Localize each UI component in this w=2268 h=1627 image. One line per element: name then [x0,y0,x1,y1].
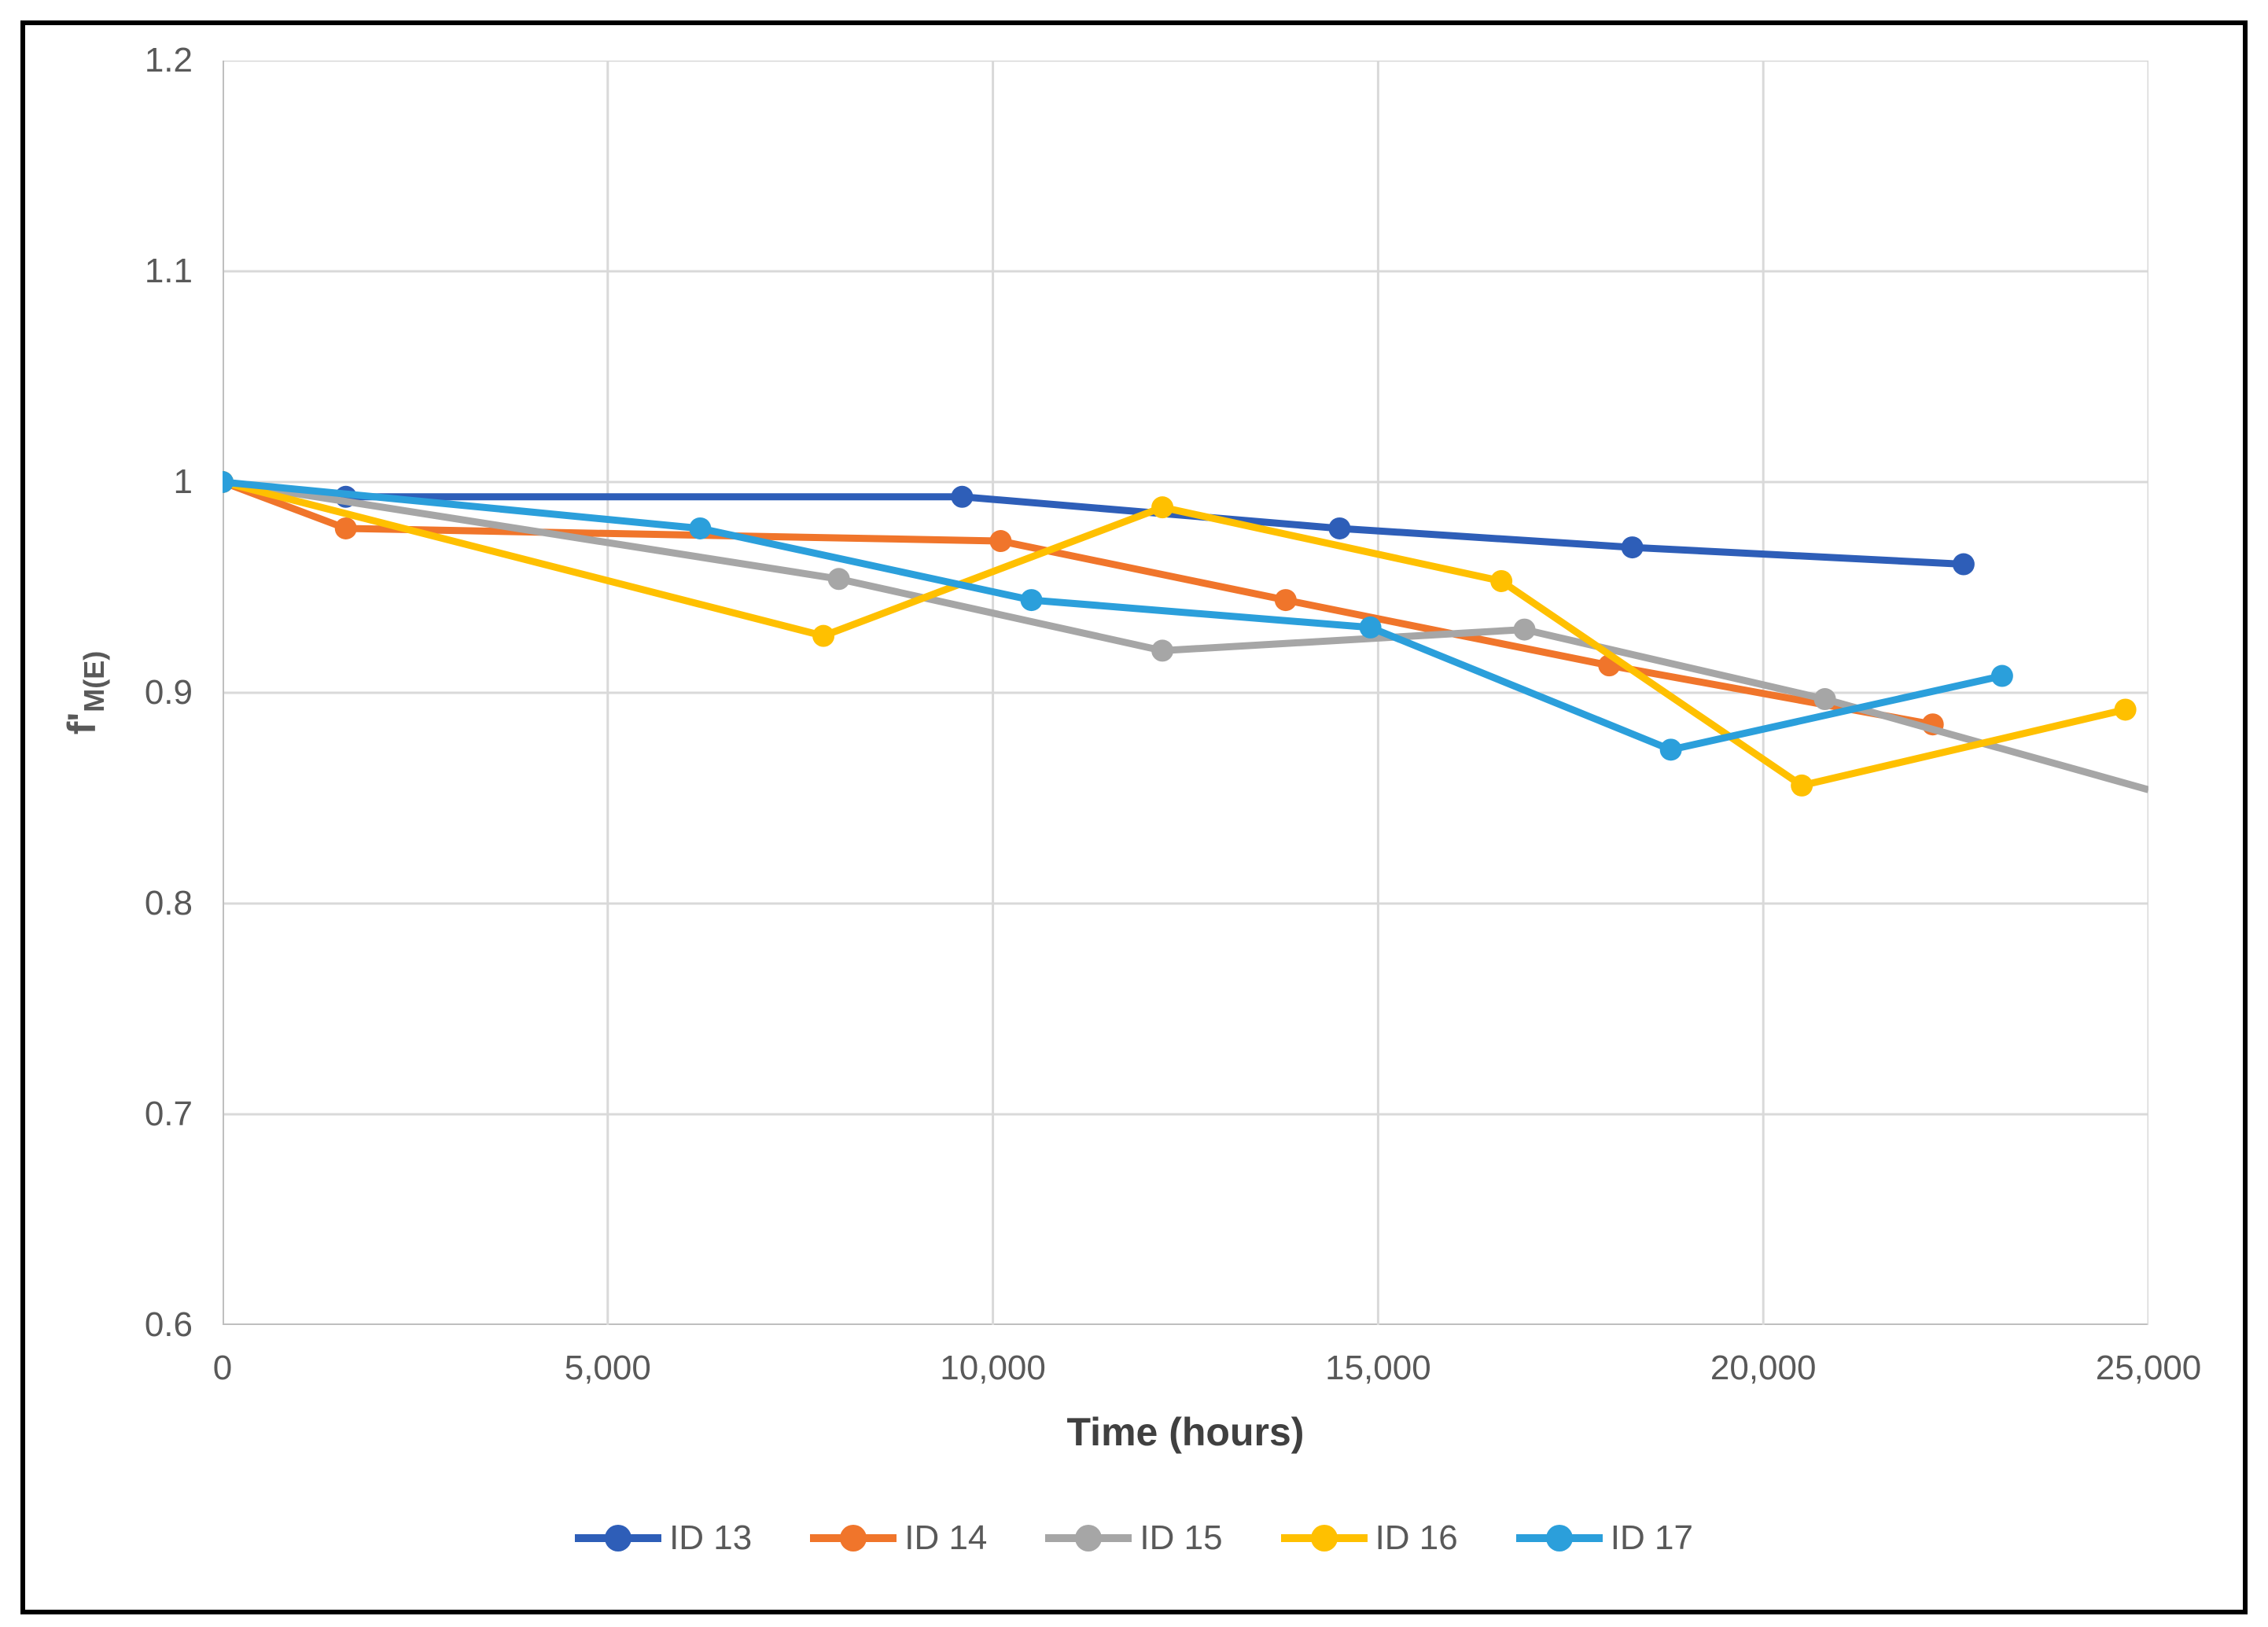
y-tick-label: 0.6 [144,1305,193,1344]
legend-label: ID 17 [1610,1518,1693,1557]
y-axis-title-main: f' [60,712,104,735]
figure-border [20,20,2248,1614]
legend-circle [1545,1525,1573,1552]
data-point-id-13 [951,485,974,508]
plot-area [223,61,2148,1325]
legend-circle [840,1525,867,1552]
data-point-id-15 [827,568,850,591]
y-tick-label: 1.2 [144,41,193,79]
data-point-id-16 [2114,698,2137,721]
x-tick-label: 25,000 [2095,1349,2202,1387]
y-axis-title: f'M(E) [59,651,111,735]
legend-circle [605,1525,632,1552]
data-point-id-17 [223,471,234,493]
data-point-id-17 [1359,616,1382,639]
legend-marker-icon [810,1525,897,1552]
chart-legend: ID 13 ID 14 ID 15 ID 16 ID 17 [25,1516,2243,1560]
series-line-id-15 [223,478,2148,793]
legend-marker-icon [1515,1525,1603,1552]
data-point-id-13 [1328,517,1351,539]
series-line-id-14 [223,478,1934,728]
y-tick-label: 1 [173,462,193,501]
y-tick-label: 0.9 [144,673,193,712]
legend-circle [1310,1525,1338,1552]
legend-label: ID 13 [669,1518,753,1557]
legend-item-id-13: ID 13 [575,1516,752,1560]
x-tick-label: 10,000 [940,1349,1046,1387]
data-point-id-14 [989,530,1012,553]
data-point-id-17 [1020,589,1043,612]
data-point-id-14 [334,517,357,539]
y-tick-label: 1.1 [144,252,193,290]
data-point-id-16 [1151,496,1174,519]
legend-label: ID 14 [904,1518,988,1557]
legend-item-id-17: ID 17 [1515,1516,1693,1560]
y-tick-label: 0.8 [144,884,193,922]
data-point-id-15 [1151,639,1174,662]
data-point-id-15 [1513,618,1536,641]
y-axis-title-subscript: M(E) [78,650,110,712]
legend-label: ID 16 [1375,1518,1458,1557]
series-line-id-16 [223,478,2126,790]
data-point-id-15 [1813,688,1836,711]
x-tick-label: 5,000 [564,1349,651,1387]
x-tick-label: 20,000 [1710,1349,1817,1387]
legend-item-id-14: ID 14 [810,1516,987,1560]
data-point-id-17 [689,517,712,539]
legend-marker-icon [1045,1525,1132,1552]
legend-label: ID 15 [1140,1518,1223,1557]
x-axis-title: Time (hours) [1066,1410,1305,1454]
data-point-id-16 [1791,774,1813,797]
x-tick-label: 0 [212,1349,233,1387]
data-point-id-17 [1659,738,1682,761]
data-point-id-13 [1952,553,1975,576]
line-chart [223,61,2148,1325]
y-tick-label: 0.7 [144,1095,193,1133]
legend-item-id-15: ID 15 [1045,1516,1223,1560]
data-point-id-17 [1990,664,2013,687]
series-line-id-17 [223,478,2003,753]
data-point-id-16 [1490,569,1513,592]
legend-item-id-16: ID 16 [1280,1516,1458,1560]
legend-circle [1075,1525,1103,1552]
legend-marker-icon [1280,1525,1368,1552]
data-point-id-14 [1274,589,1297,612]
legend-marker-icon [575,1525,662,1552]
data-point-id-13 [1621,536,1644,559]
data-point-id-16 [812,624,835,647]
x-tick-label: 15,000 [1325,1349,1431,1387]
